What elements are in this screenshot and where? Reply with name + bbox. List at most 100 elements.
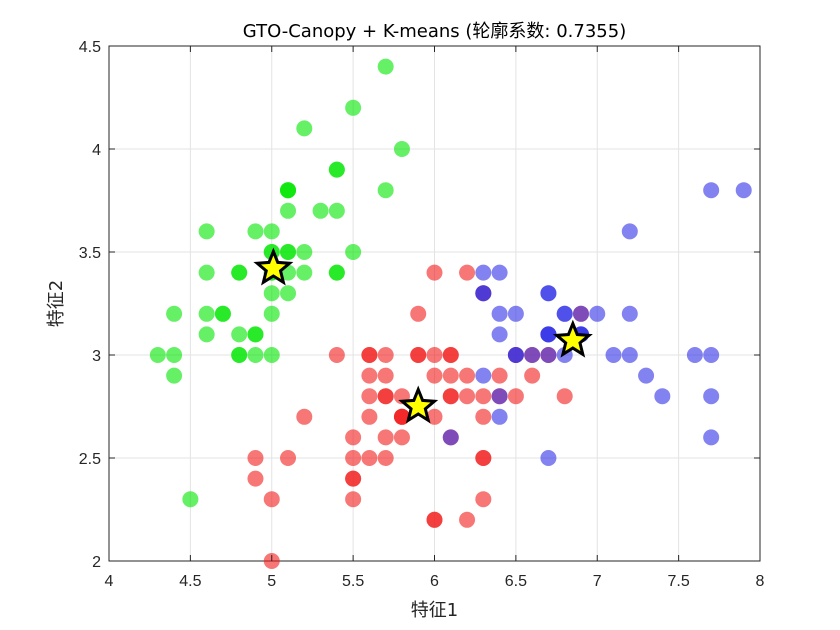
data-point bbox=[507, 305, 524, 322]
data-point bbox=[361, 367, 378, 384]
data-point bbox=[703, 388, 720, 405]
centroid-star bbox=[552, 319, 593, 358]
x-tick-label: 5.5 bbox=[342, 573, 364, 590]
data-point bbox=[491, 326, 508, 343]
data-point bbox=[296, 120, 313, 137]
x-tick-label: 7 bbox=[593, 573, 602, 590]
data-point bbox=[345, 470, 362, 487]
data-point bbox=[426, 408, 443, 425]
data-point bbox=[572, 305, 589, 322]
data-point bbox=[703, 429, 720, 446]
data-point bbox=[459, 367, 476, 384]
data-point bbox=[361, 347, 378, 363]
data-point bbox=[231, 264, 248, 281]
data-point bbox=[166, 347, 183, 363]
data-point bbox=[459, 511, 476, 528]
data-point bbox=[491, 305, 508, 322]
data-point bbox=[280, 450, 297, 466]
y-tick-label: 4 bbox=[92, 142, 101, 159]
data-point bbox=[556, 305, 573, 322]
data-point bbox=[296, 264, 313, 281]
data-point bbox=[247, 223, 264, 240]
data-point bbox=[621, 223, 638, 240]
data-point bbox=[198, 326, 215, 343]
data-point bbox=[475, 285, 492, 302]
x-tick-label: 8 bbox=[756, 573, 765, 590]
data-point bbox=[524, 367, 541, 384]
data-point bbox=[459, 264, 476, 281]
data-point bbox=[345, 429, 362, 446]
data-point bbox=[280, 244, 297, 260]
data-point bbox=[149, 347, 166, 363]
data-point bbox=[296, 244, 313, 260]
data-point bbox=[214, 305, 231, 322]
data-point bbox=[361, 388, 378, 405]
data-point bbox=[491, 388, 508, 405]
data-point bbox=[182, 491, 199, 508]
data-point bbox=[475, 450, 492, 466]
data-point bbox=[247, 450, 264, 466]
x-tick-label: 4.5 bbox=[179, 573, 201, 590]
data-point bbox=[540, 326, 557, 343]
y-tick-label: 4.5 bbox=[79, 39, 101, 56]
data-point bbox=[540, 347, 557, 363]
data-point bbox=[263, 285, 280, 302]
data-point bbox=[442, 388, 459, 405]
y-tick-label: 3 bbox=[92, 348, 101, 365]
centroid-star bbox=[253, 247, 294, 286]
data-point bbox=[377, 58, 394, 75]
x-tick-label: 6.5 bbox=[505, 573, 527, 590]
data-point bbox=[345, 244, 362, 260]
data-point bbox=[345, 491, 362, 508]
data-point bbox=[166, 305, 183, 322]
data-point bbox=[198, 305, 215, 322]
data-point bbox=[263, 491, 280, 508]
data-point bbox=[377, 347, 394, 363]
data-point bbox=[507, 347, 524, 363]
data-point bbox=[247, 347, 264, 363]
data-point bbox=[328, 202, 345, 219]
data-point bbox=[426, 511, 443, 528]
chart-title: GTO-Canopy + K-means (轮廓系数: 0.7355) bbox=[243, 21, 626, 42]
data-point bbox=[263, 305, 280, 322]
data-point bbox=[703, 182, 720, 199]
data-point bbox=[426, 347, 443, 363]
x-tick-label: 4 bbox=[105, 573, 114, 590]
data-point bbox=[540, 450, 557, 466]
data-point bbox=[377, 429, 394, 446]
data-point bbox=[621, 305, 638, 322]
data-point bbox=[475, 491, 492, 508]
centroid-markers bbox=[253, 247, 593, 424]
data-point bbox=[475, 264, 492, 281]
data-point bbox=[312, 202, 329, 219]
data-point bbox=[328, 264, 345, 281]
data-point bbox=[377, 388, 394, 405]
data-point bbox=[377, 182, 394, 199]
data-point bbox=[491, 408, 508, 425]
data-point bbox=[361, 408, 378, 425]
data-point bbox=[393, 141, 410, 157]
data-point bbox=[654, 388, 671, 405]
data-point bbox=[507, 388, 524, 405]
data-point bbox=[703, 347, 720, 363]
data-point bbox=[442, 347, 459, 363]
data-point bbox=[491, 264, 508, 281]
axis-ticks: 4 4.5 5 5.5 6 6.5 7 7.5 8 2 2.5 3 3.5 4 4.5 bbox=[79, 39, 765, 590]
y-tick-label: 2 bbox=[92, 554, 101, 571]
data-point bbox=[296, 408, 313, 425]
data-point bbox=[621, 347, 638, 363]
data-point bbox=[442, 367, 459, 384]
data-point bbox=[459, 388, 476, 405]
data-point bbox=[410, 305, 427, 322]
data-point bbox=[426, 264, 443, 281]
data-point bbox=[475, 388, 492, 405]
data-point bbox=[426, 367, 443, 384]
data-point bbox=[361, 450, 378, 466]
data-points bbox=[149, 58, 752, 569]
data-point bbox=[377, 367, 394, 384]
centroid-star bbox=[398, 385, 439, 424]
data-point bbox=[556, 388, 573, 405]
data-point bbox=[540, 285, 557, 302]
data-point bbox=[263, 347, 280, 363]
data-point bbox=[393, 408, 410, 425]
